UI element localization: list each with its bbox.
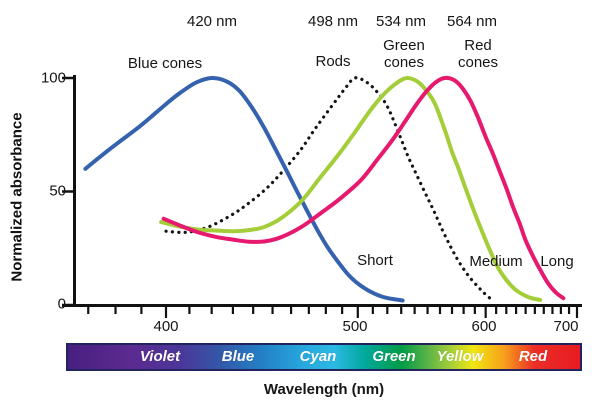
- x-axis-title: Wavelength (nm): [263, 380, 385, 398]
- curve-green-cones: [159, 75, 543, 302]
- x-tick-500: 500: [342, 317, 368, 335]
- curve-rods: [164, 76, 492, 300]
- series-label-green-cones: Green cones: [383, 37, 425, 71]
- x-tick-600: 600: [471, 317, 497, 335]
- series-label-rods: Rods: [315, 52, 351, 70]
- x-tick-400: 400: [153, 317, 179, 335]
- series-label-blue-cones: Blue cones: [127, 54, 203, 72]
- series-label-red-cones: Red cones: [457, 37, 499, 71]
- spectrum-label-red: Red: [518, 347, 548, 365]
- curve-red-cones: [161, 75, 566, 301]
- y-tick-0: 0: [57, 295, 66, 312]
- peak-label-green-cones: 534 nm: [375, 12, 427, 30]
- spectrum-label-green: Green: [372, 347, 416, 365]
- peak-label-blue-cones: 420 nm: [186, 12, 238, 30]
- curve-blue-cones: [83, 75, 405, 303]
- spectrum-label-yellow: Yellow: [436, 347, 484, 365]
- receptor-label-long: Long: [540, 252, 574, 270]
- receptor-label-medium: Medium: [469, 252, 523, 270]
- visible-spectrum-bar: [66, 343, 582, 371]
- x-axis-ticks: [87, 305, 579, 318]
- receptor-label-short: Short: [357, 251, 393, 269]
- peak-label-red-cones: 564 nm: [446, 12, 498, 30]
- y-axis-ticks: [62, 76, 75, 307]
- x-tick-700: 700: [553, 317, 579, 335]
- spectrum-label-cyan: Cyan: [299, 347, 337, 365]
- spectrum-label-blue: Blue: [221, 347, 255, 365]
- y-tick-100: 100: [40, 69, 66, 87]
- y-tick-50: 50: [49, 182, 66, 200]
- spectrum-label-violet: Violet: [139, 347, 181, 365]
- y-axis-title: Normalized absorbance: [8, 112, 26, 282]
- peak-label-rods: 498 nm: [307, 12, 359, 30]
